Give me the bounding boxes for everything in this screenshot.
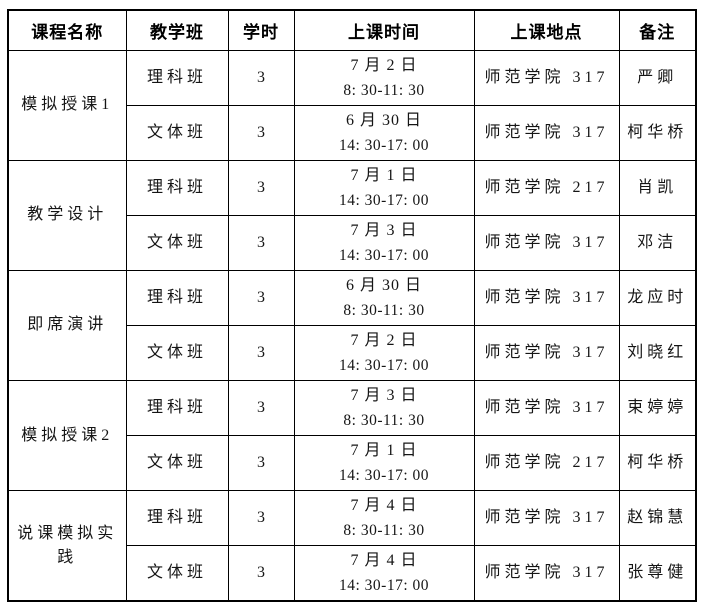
class-cell: 理科班 — [125, 159, 229, 216]
course-name-cell: 说课模拟实践 — [7, 490, 127, 602]
location-cell: 师范学院 317 — [473, 49, 620, 106]
note-cell: 严卿 — [618, 49, 697, 106]
time-line: 14: 30-17: 00 — [338, 246, 430, 264]
hours-cell: 3 — [227, 214, 295, 271]
time-line: 8: 30-11: 30 — [343, 81, 425, 99]
course-name-cell: 教学设计 — [7, 159, 127, 271]
hours-cell: 3 — [227, 490, 295, 547]
time-line: 8: 30-11: 30 — [343, 522, 425, 540]
date-line: 6 月 30 日 — [345, 276, 422, 294]
time-cell: 6 月 30 日 14: 30-17: 00 — [293, 104, 475, 161]
time-cell: 6 月 30 日 8: 30-11: 30 — [293, 269, 475, 326]
header-teaching-class: 教学班 — [125, 9, 229, 51]
date-line: 7 月 3 日 — [350, 387, 418, 405]
table-row: 教学设计 理科班 3 7 月 1 日 14: 30-17: 00 师范学院 21… — [7, 159, 697, 271]
note-cell: 张尊健 — [618, 545, 697, 602]
table-row: 模拟授课2 理科班 3 7 月 3 日 8: 30-11: 30 师范学院 31… — [7, 380, 697, 492]
table-row: 文体班 3 7 月 3 日 14: 30-17: 00 师范学院 317 邓洁 — [8, 214, 697, 271]
hours-cell: 3 — [227, 545, 295, 602]
location-cell: 师范学院 317 — [473, 380, 620, 437]
location-cell: 师范学院 317 — [473, 324, 620, 382]
hours-cell: 3 — [227, 49, 295, 106]
header-class-time: 上课时间 — [293, 9, 475, 51]
time-cell: 7 月 4 日 14: 30-17: 00 — [293, 545, 475, 602]
hours-cell: 3 — [227, 435, 295, 492]
hours-cell: 3 — [227, 324, 295, 382]
class-cell: 理科班 — [125, 269, 229, 326]
note-cell: 柯华桥 — [618, 104, 697, 161]
course-schedule-table: 课程名称 教学班 学时 上课时间 上课地点 备注 模拟授课1 理科班 3 7 月… — [7, 9, 697, 602]
header-course-name: 课程名称 — [7, 9, 127, 51]
time-line: 14: 30-17: 00 — [338, 577, 430, 595]
date-line: 7 月 4 日 — [350, 497, 418, 515]
header-remarks: 备注 — [618, 9, 697, 51]
date-line: 7 月 2 日 — [350, 332, 418, 350]
time-cell: 7 月 2 日 14: 30-17: 00 — [293, 324, 475, 382]
time-line: 8: 30-11: 30 — [343, 301, 425, 319]
note-cell: 赵锦慧 — [618, 490, 697, 547]
table-row: 文体班 3 7 月 1 日 14: 30-17: 00 师范学院 217 柯华桥 — [8, 435, 697, 492]
note-cell: 肖凯 — [618, 159, 697, 216]
hours-cell: 3 — [227, 380, 295, 437]
class-cell: 文体班 — [125, 214, 229, 271]
note-cell: 龙应时 — [618, 269, 697, 326]
class-cell: 文体班 — [125, 104, 229, 161]
class-cell: 文体班 — [125, 435, 229, 492]
note-cell: 刘晓红 — [618, 324, 697, 382]
date-line: 7 月 2 日 — [350, 56, 418, 74]
class-cell: 理科班 — [125, 49, 229, 106]
table-row: 文体班 3 7 月 4 日 14: 30-17: 00 师范学院 317 张尊健 — [8, 545, 697, 602]
date-line: 7 月 3 日 — [350, 221, 418, 239]
class-cell: 理科班 — [125, 380, 229, 437]
location-cell: 师范学院 317 — [473, 490, 620, 547]
course-name-cell: 模拟授课1 — [7, 49, 127, 161]
hours-cell: 3 — [227, 269, 295, 326]
hours-cell: 3 — [227, 159, 295, 216]
time-cell: 7 月 1 日 14: 30-17: 00 — [293, 159, 475, 216]
time-line: 14: 30-17: 00 — [338, 191, 430, 209]
time-cell: 7 月 2 日 8: 30-11: 30 — [293, 49, 475, 106]
header-row: 课程名称 教学班 学时 上课时间 上课地点 备注 — [7, 9, 697, 51]
location-cell: 师范学院 217 — [473, 159, 620, 216]
table-row: 说课模拟实践 理科班 3 7 月 4 日 8: 30-11: 30 师范学院 3… — [7, 490, 697, 602]
table-row: 文体班 3 7 月 2 日 14: 30-17: 00 师范学院 317 刘晓红 — [8, 324, 697, 382]
location-cell: 师范学院 317 — [473, 269, 620, 326]
class-cell: 文体班 — [125, 324, 229, 382]
class-cell: 文体班 — [125, 545, 229, 602]
course-name-cell: 即席演讲 — [7, 269, 127, 382]
note-cell: 柯华桥 — [618, 435, 697, 492]
time-line: 14: 30-17: 00 — [338, 136, 430, 154]
time-cell: 7 月 3 日 8: 30-11: 30 — [293, 380, 475, 437]
location-cell: 师范学院 317 — [473, 545, 620, 602]
header-hours: 学时 — [227, 9, 295, 51]
date-line: 7 月 4 日 — [350, 552, 418, 570]
time-cell: 7 月 1 日 14: 30-17: 00 — [293, 435, 475, 492]
time-line: 14: 30-17: 00 — [338, 357, 430, 375]
class-cell: 理科班 — [125, 490, 229, 547]
note-cell: 邓洁 — [618, 214, 697, 271]
time-cell: 7 月 3 日 14: 30-17: 00 — [293, 214, 475, 271]
course-name-cell: 模拟授课2 — [7, 380, 127, 492]
header-class-location: 上课地点 — [473, 9, 620, 51]
time-cell: 7 月 4 日 8: 30-11: 30 — [293, 490, 475, 547]
location-cell: 师范学院 317 — [473, 104, 620, 161]
time-line: 8: 30-11: 30 — [343, 412, 425, 430]
time-line: 14: 30-17: 00 — [338, 467, 430, 485]
date-line: 7 月 1 日 — [350, 442, 418, 460]
table-row: 模拟授课1 理科班 3 7 月 2 日 8: 30-11: 30 师范学院 31… — [7, 49, 697, 161]
table-row: 即席演讲 理科班 3 6 月 30 日 8: 30-11: 30 师范学院 31… — [7, 269, 697, 382]
date-line: 6 月 30 日 — [345, 111, 422, 129]
location-cell: 师范学院 317 — [473, 214, 620, 271]
note-cell: 束婷婷 — [618, 380, 697, 437]
location-cell: 师范学院 217 — [473, 435, 620, 492]
date-line: 7 月 1 日 — [350, 166, 418, 184]
hours-cell: 3 — [227, 104, 295, 161]
table-row: 文体班 3 6 月 30 日 14: 30-17: 00 师范学院 317 柯华… — [8, 104, 697, 161]
